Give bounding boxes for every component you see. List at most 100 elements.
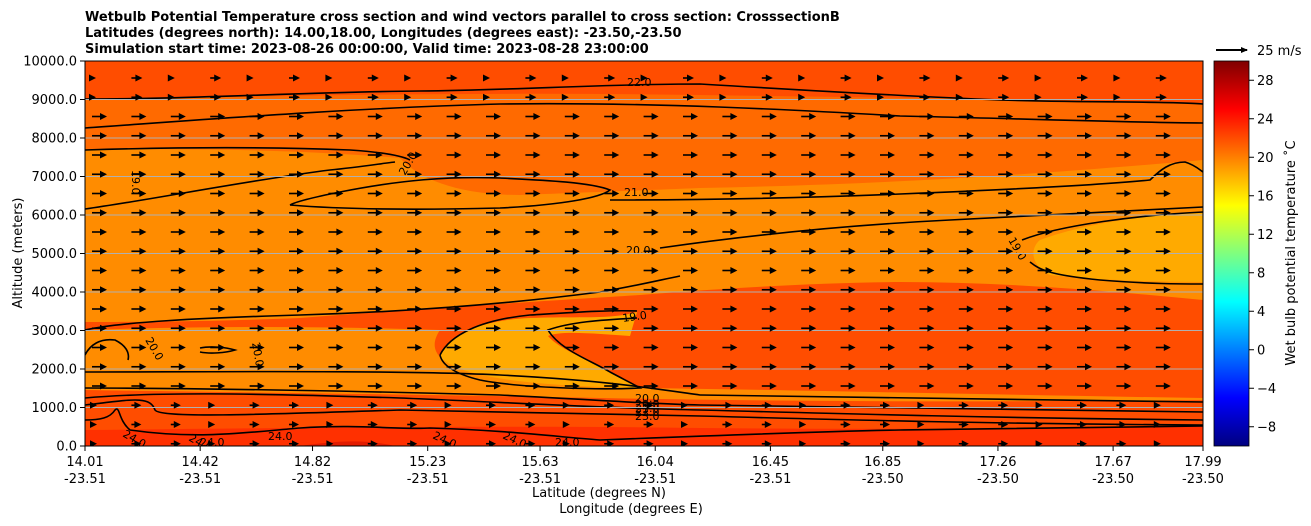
wind-vector-arrow	[170, 267, 186, 274]
wind-vector-arrow	[525, 440, 536, 446]
wind-vector-arrow	[801, 344, 817, 351]
wind-vector-arrow	[446, 228, 462, 236]
wind-vector-arrow	[681, 401, 688, 409]
wind-vector-arrow	[761, 93, 773, 101]
wind-vector-arrow	[1116, 305, 1132, 313]
wind-vector-arrow	[799, 440, 807, 446]
wind-vector-arrow	[289, 132, 304, 140]
wind-vector-arrow	[170, 401, 181, 409]
wind-vector-arrow	[1116, 344, 1132, 351]
wind-vector-arrow	[1077, 132, 1092, 140]
wind-vector-arrow	[446, 344, 462, 351]
wind-vector-arrow	[719, 93, 727, 101]
wind-vector-arrow	[486, 324, 501, 332]
wind-vector-arrow	[1077, 401, 1087, 409]
wind-vector-arrow	[798, 74, 806, 82]
wind-vector-arrow	[407, 132, 423, 140]
wind-vector-arrow	[562, 401, 570, 409]
wind-vector-arrow	[1116, 421, 1127, 428]
wind-vector-arrow	[840, 190, 856, 197]
wind-vector-arrow	[131, 267, 147, 274]
wind-vector-arrow	[564, 286, 580, 294]
y-tick-label: 6000.0	[32, 209, 78, 224]
wind-vector-arrow	[880, 132, 895, 140]
wind-vector-arrow	[1155, 286, 1171, 294]
wind-vector-arrow	[210, 286, 226, 294]
wind-vector-arrow	[840, 170, 856, 178]
wind-vector-arrow	[328, 247, 344, 255]
wind-vector-arrow	[446, 74, 458, 82]
wind-vector-arrow	[289, 267, 304, 274]
wind-vector-arrow	[919, 93, 931, 101]
wind-vector-arrow	[525, 151, 541, 159]
y-tick-label: 10000.0	[23, 55, 77, 70]
wind-vector-arrow	[998, 286, 1014, 294]
wind-vector-arrow	[801, 247, 817, 255]
wind-vector-arrow	[958, 190, 974, 197]
contour-label: 24.0	[200, 436, 225, 449]
wind-vector-arrow	[1037, 151, 1053, 159]
wind-vector-arrow	[289, 286, 304, 294]
wind-vector-arrow	[92, 113, 107, 120]
wind-vector-arrow	[1155, 267, 1171, 274]
wind-vector-arrow	[1077, 286, 1092, 294]
wind-vector-arrow	[1077, 305, 1092, 313]
wind-vector-arrow	[249, 305, 265, 313]
wind-vector-arrow	[958, 267, 974, 274]
wind-vector-arrow	[722, 267, 738, 274]
wind-vector-arrow	[170, 209, 186, 217]
wind-vector-arrow	[167, 93, 175, 101]
wind-vector-arrow	[170, 305, 186, 313]
wind-vector-arrow	[289, 170, 304, 178]
wind-vector-arrow	[1116, 324, 1132, 332]
wind-vector-arrow	[1037, 382, 1053, 390]
wind-vector-arrow	[840, 113, 856, 120]
wind-vector-arrow	[958, 247, 974, 255]
wind-vector-arrow	[722, 190, 738, 197]
wind-vector-arrow	[249, 401, 260, 409]
wind-vector-arrow	[1113, 74, 1121, 82]
wind-vector-arrow	[446, 132, 462, 140]
wind-vector-arrow	[1077, 74, 1088, 82]
wind-vector-arrow	[761, 209, 777, 217]
wind-vector-arrow	[525, 93, 537, 101]
wind-vector-arrow	[722, 113, 738, 120]
x-tick-label-lat: 17.67	[1095, 455, 1132, 470]
wind-vector-arrow	[801, 267, 817, 274]
wind-vector-arrow	[446, 267, 462, 274]
wind-vector-arrow	[958, 170, 974, 178]
wind-vector-arrow	[1153, 421, 1161, 428]
wind-vector-arrow	[289, 305, 304, 313]
wind-vector-arrow	[604, 228, 620, 236]
wind-vector-arrow	[170, 286, 186, 294]
wind-vector-arrow	[328, 132, 344, 140]
wind-vector-arrow	[289, 209, 304, 217]
wind-vector-arrow	[1037, 363, 1053, 371]
y-axis-label: Altitude (meters)	[11, 198, 26, 309]
wind-vector-arrow	[958, 132, 974, 140]
wind-vector-arrow	[643, 382, 659, 390]
wind-vector-arrow	[880, 247, 895, 255]
wind-vector-arrow	[683, 286, 698, 294]
wind-vector-arrow	[683, 324, 698, 332]
wind-vector-arrow	[604, 344, 620, 351]
wind-vector-arrow	[210, 190, 226, 197]
wind-vector-arrow	[131, 74, 143, 82]
wind-vector-arrow	[1037, 228, 1053, 236]
wind-vector-arrow	[998, 344, 1014, 351]
wind-vector-arrow	[131, 286, 147, 294]
wind-vector-arrow	[998, 132, 1014, 140]
wind-vector-arrow	[328, 228, 344, 236]
wind-vector-arrow	[604, 113, 620, 120]
wind-vector-arrow	[246, 93, 254, 101]
wind-vector-arrow	[604, 190, 620, 197]
wind-vector-arrow	[880, 421, 890, 428]
wind-vector-arrow	[249, 344, 265, 351]
wind-vector-arrow	[722, 209, 738, 217]
wind-vector-arrow	[208, 401, 216, 409]
wind-vector-arrow	[643, 363, 659, 371]
wind-vector-arrow	[483, 74, 490, 82]
wind-vector-arrow	[407, 286, 423, 294]
contour-22-upper	[85, 83, 1203, 105]
